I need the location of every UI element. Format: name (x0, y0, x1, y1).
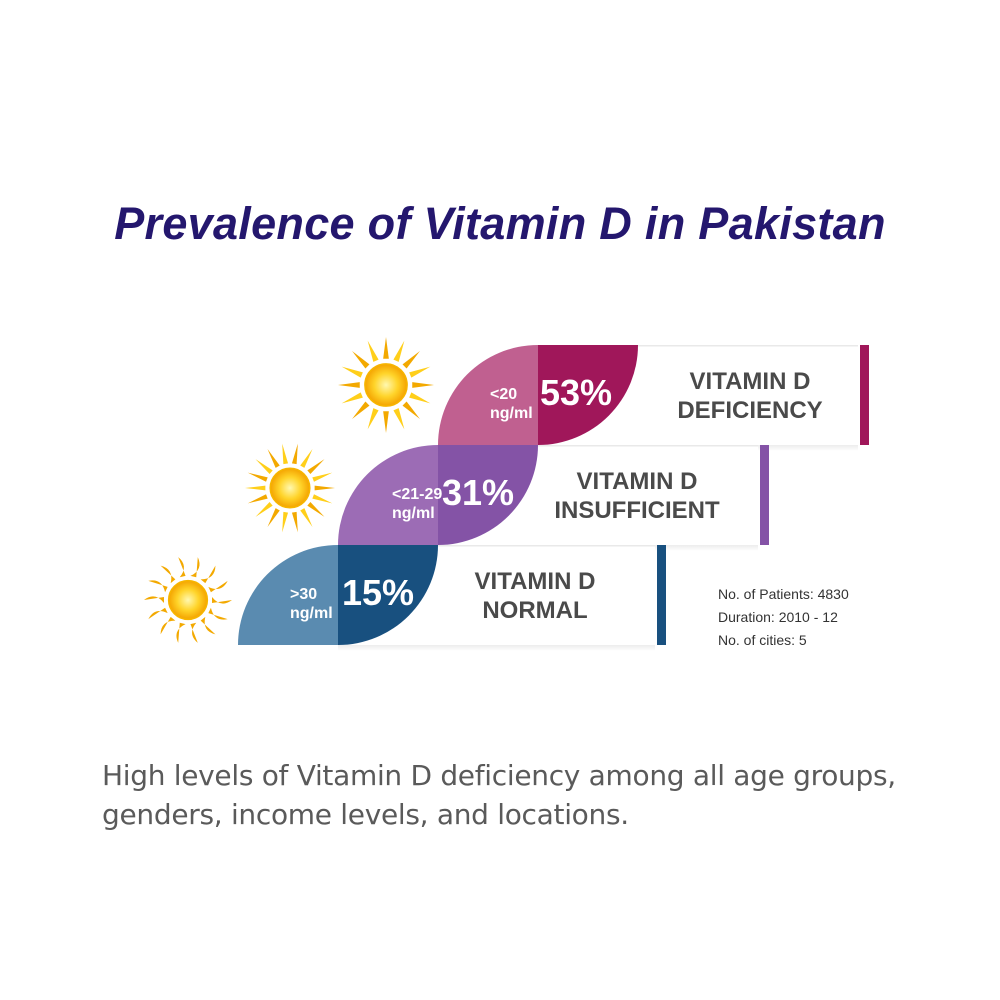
range-label: <21-29 ng/ml (392, 486, 442, 522)
range-segment (438, 345, 538, 445)
study-stats: No. of Patients: 4830 Duration: 2010 - 1… (718, 583, 849, 652)
summary-text: High levels of Vitamin D deficiency amon… (102, 759, 896, 831)
end-bar (860, 345, 869, 445)
percent-segment (338, 545, 438, 645)
card-shadow (338, 643, 655, 651)
category-label: VITAMIN D DEFICIENCY (677, 368, 822, 424)
percent-segment (538, 345, 638, 445)
range-segment (238, 545, 338, 645)
percent-segment (438, 445, 538, 545)
sun-icon (245, 443, 335, 533)
percent-label: 31% (442, 472, 514, 513)
percent-label: 15% (342, 572, 414, 613)
percent-label: 53% (540, 372, 612, 413)
sun-icon (144, 557, 232, 643)
cities-count: No. of cities: 5 (718, 632, 807, 648)
study-duration: Duration: 2010 - 12 (718, 609, 838, 625)
category-label: VITAMIN D NORMAL (475, 568, 596, 624)
range-label: <20 ng/ml (490, 386, 533, 422)
range-segment (338, 445, 438, 545)
range-label: >30 ng/ml (290, 586, 333, 622)
sun-icon (338, 337, 434, 433)
category-label: VITAMIN D INSUFFICIENT (554, 468, 720, 524)
page-title: Prevalence of Vitamin D in Pakistan (114, 198, 886, 249)
end-bar (657, 545, 666, 645)
end-bar (760, 445, 769, 545)
patients-count: No. of Patients: 4830 (718, 586, 849, 602)
